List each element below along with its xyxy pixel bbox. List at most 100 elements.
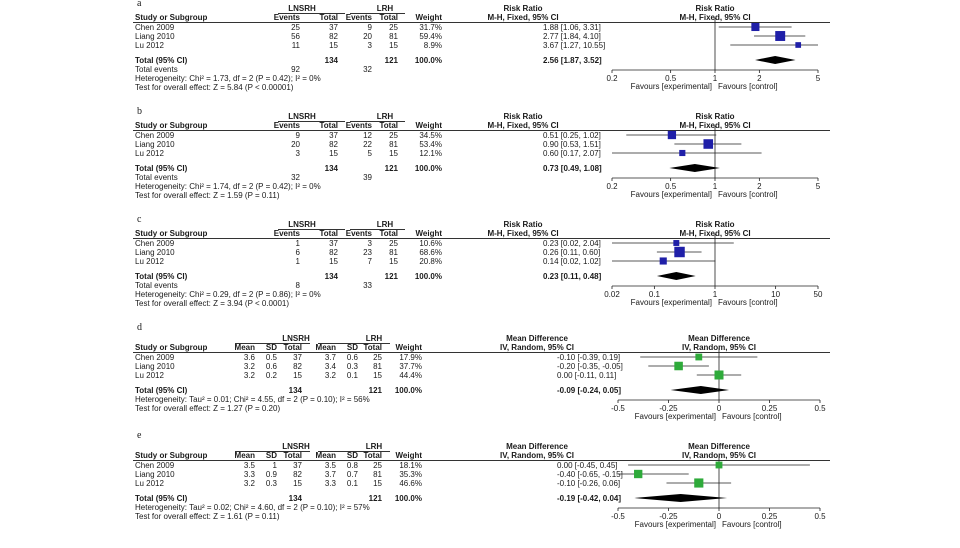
header-rule [133,130,830,131]
effect-title: Risk Ratio [503,4,543,13]
study-cell: 3.2 [324,371,336,380]
favours-left-label: Favours [experimental] [635,520,716,529]
header-weight: Weight [415,121,442,130]
study-cell: 5 [367,149,372,158]
x-tick-label: 50 [814,290,823,299]
study-cell: 0.1 [346,371,358,380]
header-events2: Events [345,13,372,22]
total-label: Total (95% CI) [135,56,188,65]
favours-right-label: Favours [control] [718,298,778,307]
group2-underline [350,229,405,230]
study-cell: 25 [389,23,398,32]
x-tick-label: 1 [713,182,718,191]
header-weight: Weight [415,229,442,238]
group2-underline [350,13,405,14]
forest-plot: -0.5 -0.25 0 0.25 0.5 Favours [experimental] F… [611,348,826,421]
study-cell: 59.4% [419,32,442,41]
study-cell: 23 [363,248,372,257]
total-ci: 2.56 [1.87, 3.52] [543,56,602,65]
study-cell: 20 [291,140,300,149]
header-mean1: Mean [234,451,255,460]
study-cell: 15 [329,257,338,266]
group2-title: LRH [376,4,394,13]
study-cell: 3.2 [243,362,255,371]
study-name: Chen 2009 [135,131,175,140]
study-cell: 37.7% [399,362,422,371]
group1-title: LNSRH [282,334,310,343]
study-cell: 31.7% [419,23,442,32]
group2-title: LRH [376,220,394,229]
study-cell: 37 [329,131,338,140]
header-sd2: SD [346,451,358,460]
pooled-diamond [669,164,720,172]
study-ci: 0.26 [0.11, 0.60] [543,248,601,257]
favours-right-label: Favours [control] [718,82,778,91]
total-cell: 121 [384,164,398,173]
header-plot-sub: IV, Random, 95% CI [682,343,756,352]
favours-right-label: Favours [control] [718,190,778,199]
study-cell: 0.3 [265,479,277,488]
study-cell: 0.6 [346,353,358,362]
x-tick-label: -0.25 [659,404,678,413]
study-cell: 11 [291,41,300,50]
header-plot-sub: M-H, Fixed, 95% CI [679,13,751,22]
x-tick-label: -0.25 [659,512,678,521]
study-name: Lu 2012 [135,149,164,158]
x-tick-label: 0.5 [665,74,677,83]
study-cell: 56 [291,32,300,41]
study-marker [751,22,760,32]
heterogeneity-text: Heterogeneity: Chi² = 1.73, df = 2 (P = … [135,74,321,83]
x-tick-label: 10 [771,290,780,299]
x-tick-label: 0.25 [762,404,778,413]
heterogeneity-text: Heterogeneity: Tau² = 0.01; Chi² = 4.55,… [135,395,370,404]
study-marker [795,42,802,48]
header-study: Study or Subgroup [135,229,208,238]
header-total2: Total [379,13,398,22]
group2-underline [318,343,390,344]
study-marker [714,370,724,380]
study-name: Chen 2009 [135,239,175,248]
x-tick-label: 0.25 [762,512,778,521]
header-rule [133,238,830,239]
total-cell: 100.0% [414,56,442,65]
plot-title: Risk Ratio [695,4,735,13]
header-sd1: SD [265,343,277,352]
study-cell: 0.3 [346,362,358,371]
study-ci: 0.51 [0.25, 1.02] [543,131,601,140]
study-cell: 81 [373,470,382,479]
plot-title: Risk Ratio [695,220,735,229]
header-weight: Weight [415,13,442,22]
study-cell: 25 [373,353,382,362]
header-plot-sub: M-H, Fixed, 95% CI [679,121,751,130]
study-cell: 0.5 [265,353,277,362]
study-ci: 0.14 [0.02, 1.02] [543,257,601,266]
x-tick-label: 0.2 [606,182,618,191]
study-cell: 25 [389,131,398,140]
total-ci: 0.23 [0.11, 0.48] [543,272,602,281]
header-sd1: SD [265,451,277,460]
header-effect-sub: M-H, Fixed, 95% CI [487,13,559,22]
panel-letter: d [137,322,142,333]
total-label: Total (95% CI) [135,272,188,281]
x-tick-label: 0.02 [604,290,620,299]
group2-underline [318,451,390,452]
study-cell: 3.7 [324,470,336,479]
study-ci: 3.67 [1.27, 10.55] [543,41,606,50]
study-cell: 15 [329,41,338,50]
total-label: Total (95% CI) [135,164,188,173]
study-cell: 8.9% [423,41,442,50]
header-effect-sub: IV, Random, 95% CI [500,343,574,352]
study-cell: 82 [329,248,338,257]
favours-left-label: Favours [experimental] [635,412,716,421]
study-cell: 1 [272,461,277,470]
plot-title: Mean Difference [688,334,750,343]
header-effect-sub: M-H, Fixed, 95% CI [487,121,559,130]
total-cell: 134 [288,386,302,395]
total-events-label: Total events [135,65,178,74]
x-tick-label: 0.5 [665,182,677,191]
study-cell: 34.5% [419,131,442,140]
total-events-label: Total events [135,173,178,182]
study-marker [775,31,786,41]
study-cell: 20 [363,32,372,41]
study-cell: 1 [295,257,300,266]
